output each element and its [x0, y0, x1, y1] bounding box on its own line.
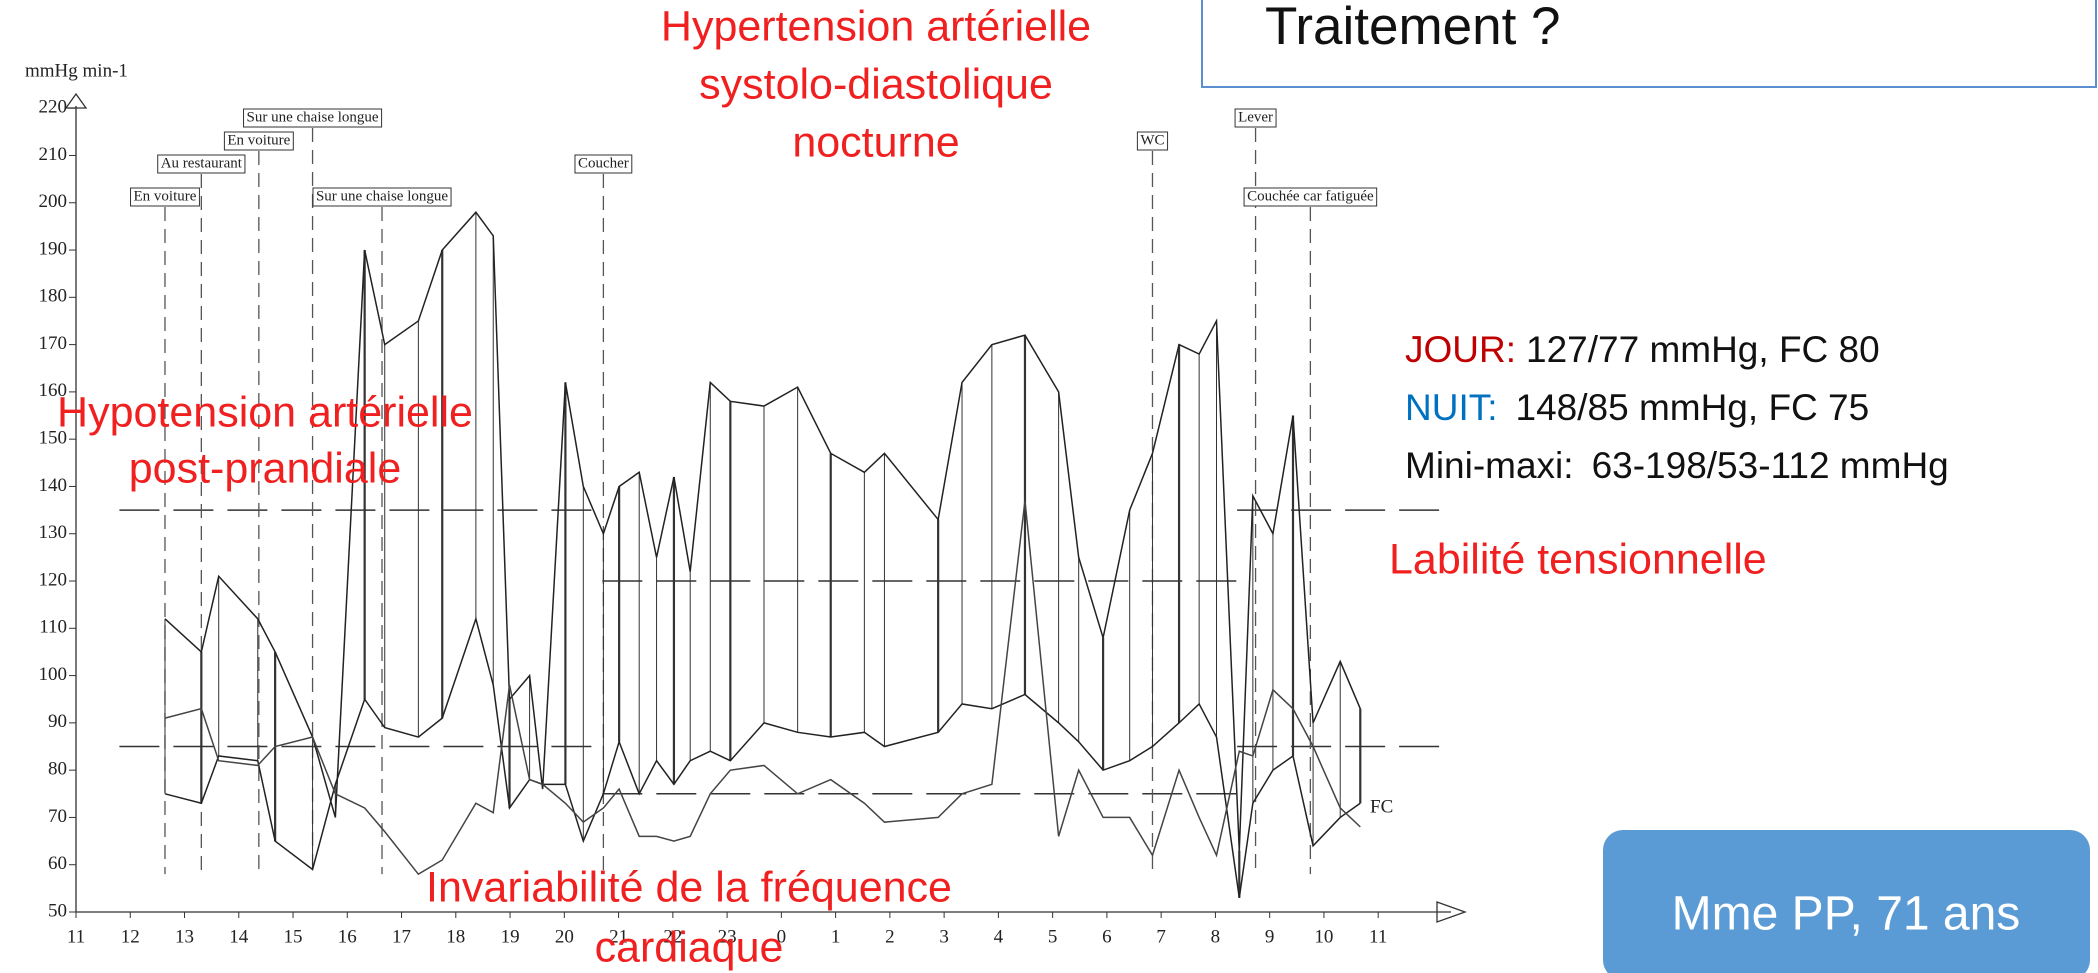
event-label: Au restaurant [161, 155, 243, 171]
annotation: Labilité tensionnelle [1389, 535, 1767, 583]
y-tick-label: 60 [48, 853, 67, 874]
event-label: Coucher [578, 155, 629, 171]
x-tick-label: 5 [1048, 926, 1058, 947]
x-tick-label: 1 [831, 926, 841, 947]
stat-text: 127/77 mmHg, FC 80 [1526, 329, 1880, 370]
x-tick-label: 23 [718, 926, 737, 947]
series-end-label: FC [1370, 796, 1393, 817]
y-axis-arrow [64, 92, 88, 109]
y-tick-label: 80 [48, 759, 67, 780]
x-tick-label: 2 [885, 926, 895, 947]
series-line [164, 616, 1361, 898]
series-line [164, 500, 1361, 876]
x-tick-label: 13 [175, 926, 194, 947]
y-tick-label: 150 [39, 428, 68, 449]
annotation: Invariabilité de la fréquence [426, 863, 952, 911]
annotation: Hypertension artérielle [661, 2, 1091, 50]
y-tick-label: 190 [39, 238, 68, 259]
event-label: En voiture [227, 132, 290, 148]
event-box [130, 187, 200, 207]
event-box [312, 187, 452, 207]
y-tick-label: 200 [39, 191, 68, 212]
annotation: nocturne [792, 118, 959, 166]
x-tick-label: 17 [392, 926, 411, 947]
y-tick-label: 170 [39, 333, 68, 354]
x-axis-arrow [1436, 901, 1467, 923]
y-tick-label: 220 [39, 97, 68, 118]
event-box [1243, 187, 1378, 207]
x-tick-label: 11 [1369, 926, 1387, 947]
annotation: systolo-diastolique [699, 60, 1053, 108]
stat-text: 148/85 mmHg, FC 75 [1516, 387, 1870, 428]
x-tick-label: 16 [338, 926, 357, 947]
chart: 5060708090100110120130140150160170180190… [39, 92, 1467, 947]
slide-title: Traitement ? [1265, 0, 1561, 56]
event-box [1136, 131, 1169, 151]
y-tick-label: 160 [39, 380, 68, 401]
event-box [157, 154, 246, 174]
title-box [1201, 0, 2097, 88]
event-label: Sur une chaise longue [316, 188, 448, 204]
x-tick-label: 19 [501, 926, 520, 947]
y-axis-label: mmHg min-1 [25, 60, 128, 81]
x-tick-label: 20 [555, 926, 574, 947]
x-tick-label: 7 [1156, 926, 1166, 947]
x-tick-label: 6 [1102, 926, 1112, 947]
stat-label: Mini-maxi: [1405, 445, 1574, 486]
event-label: WC [1140, 132, 1164, 148]
y-tick-label: 210 [39, 144, 68, 165]
stat-label: JOUR: [1405, 329, 1516, 370]
y-tick-label: 90 [48, 711, 67, 732]
annotation: Hypotension artérielle [57, 388, 473, 436]
stat-line: JOUR: 127/77 mmHg, FC 80 [1405, 329, 1880, 370]
event-box [243, 108, 383, 128]
event-box [223, 131, 294, 151]
event-label: En voiture [134, 188, 197, 204]
x-tick-label: 12 [121, 926, 140, 947]
x-tick-label: 9 [1265, 926, 1275, 947]
x-tick-label: 3 [939, 926, 949, 947]
event-box [1234, 108, 1277, 128]
annotation: post-prandiale [129, 444, 402, 492]
y-tick-label: 120 [39, 569, 68, 590]
stat-line: NUIT: 148/85 mmHg, FC 75 [1405, 387, 1869, 428]
y-tick-label: 180 [39, 286, 68, 307]
annotation: cardiaque [595, 923, 784, 971]
series-line [164, 211, 1361, 851]
x-tick-label: 11 [67, 926, 85, 947]
x-tick-label: 22 [663, 926, 682, 947]
y-tick-label: 70 [48, 806, 67, 827]
event-label: Couchée car fatiguée [1247, 188, 1374, 204]
patient-label: Mme PP, 71 ans [1672, 888, 2021, 941]
x-tick-label: 8 [1211, 926, 1221, 947]
stat-text: 63-198/53-112 mmHg [1592, 445, 1949, 486]
x-tick-label: 21 [609, 926, 628, 947]
event-label: Sur une chaise longue [247, 109, 379, 125]
y-tick-label: 100 [39, 664, 68, 685]
y-tick-label: 130 [39, 522, 68, 543]
x-tick-label: 14 [229, 926, 249, 947]
stat-label: NUIT: [1405, 387, 1498, 428]
x-tick-label: 10 [1314, 926, 1333, 947]
x-tick-label: 15 [284, 926, 303, 947]
y-tick-label: 140 [39, 475, 68, 496]
stat-line: Mini-maxi: 63-198/53-112 mmHg [1405, 445, 1949, 486]
x-tick-label: 0 [777, 926, 787, 947]
event-label: Lever [1238, 109, 1273, 125]
x-tick-label: 18 [446, 926, 465, 947]
x-tick-label: 4 [994, 926, 1004, 947]
y-tick-label: 110 [39, 617, 67, 638]
y-tick-label: 50 [48, 900, 67, 921]
event-box [574, 154, 633, 174]
patient-badge [1603, 830, 2090, 973]
